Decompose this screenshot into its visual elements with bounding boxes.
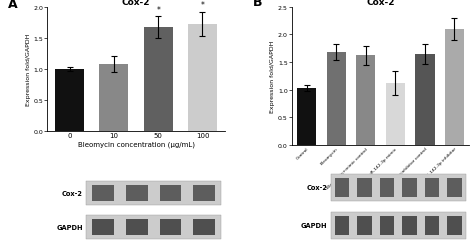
Text: *: * <box>156 6 160 15</box>
Text: Cox-2: Cox-2 <box>307 184 328 190</box>
Bar <box>160 185 182 202</box>
Bar <box>297 88 316 145</box>
Bar <box>425 178 439 197</box>
Text: *: * <box>201 1 204 10</box>
Bar <box>100 64 128 131</box>
Bar <box>402 216 417 235</box>
Text: GAPDH: GAPDH <box>301 222 328 228</box>
Bar <box>188 25 217 131</box>
X-axis label: Bleomycin concentration (μg/mL): Bleomycin concentration (μg/mL) <box>78 142 194 148</box>
Bar <box>425 216 439 235</box>
Bar <box>447 178 462 197</box>
Bar <box>447 216 462 235</box>
Bar <box>126 219 148 236</box>
Title: Cox-2: Cox-2 <box>122 0 150 7</box>
Bar <box>357 178 372 197</box>
Bar <box>402 178 417 197</box>
Bar <box>357 216 372 235</box>
Text: GAPDH: GAPDH <box>56 224 83 230</box>
Bar <box>445 30 464 145</box>
Bar <box>86 215 221 239</box>
Bar <box>92 219 114 236</box>
Bar <box>92 185 114 202</box>
Bar <box>55 70 84 131</box>
Bar <box>335 216 349 235</box>
Bar <box>415 54 435 145</box>
Bar <box>380 178 394 197</box>
Bar <box>86 181 221 205</box>
Bar <box>331 212 466 239</box>
Text: Cox-2: Cox-2 <box>62 190 83 196</box>
Title: Cox-2: Cox-2 <box>366 0 395 7</box>
Bar <box>193 219 215 236</box>
Bar <box>356 56 375 145</box>
Bar <box>160 219 182 236</box>
Text: A: A <box>9 0 18 10</box>
Bar <box>126 185 148 202</box>
Bar <box>331 174 466 201</box>
Bar <box>327 53 346 145</box>
Bar <box>335 178 349 197</box>
Y-axis label: Expression fold/GAPDH: Expression fold/GAPDH <box>270 40 275 113</box>
Bar <box>193 185 215 202</box>
Bar <box>144 28 173 131</box>
Text: B: B <box>253 0 263 10</box>
Bar <box>380 216 394 235</box>
Bar <box>386 84 405 145</box>
Y-axis label: Expression fold/GAPDH: Expression fold/GAPDH <box>26 33 31 106</box>
